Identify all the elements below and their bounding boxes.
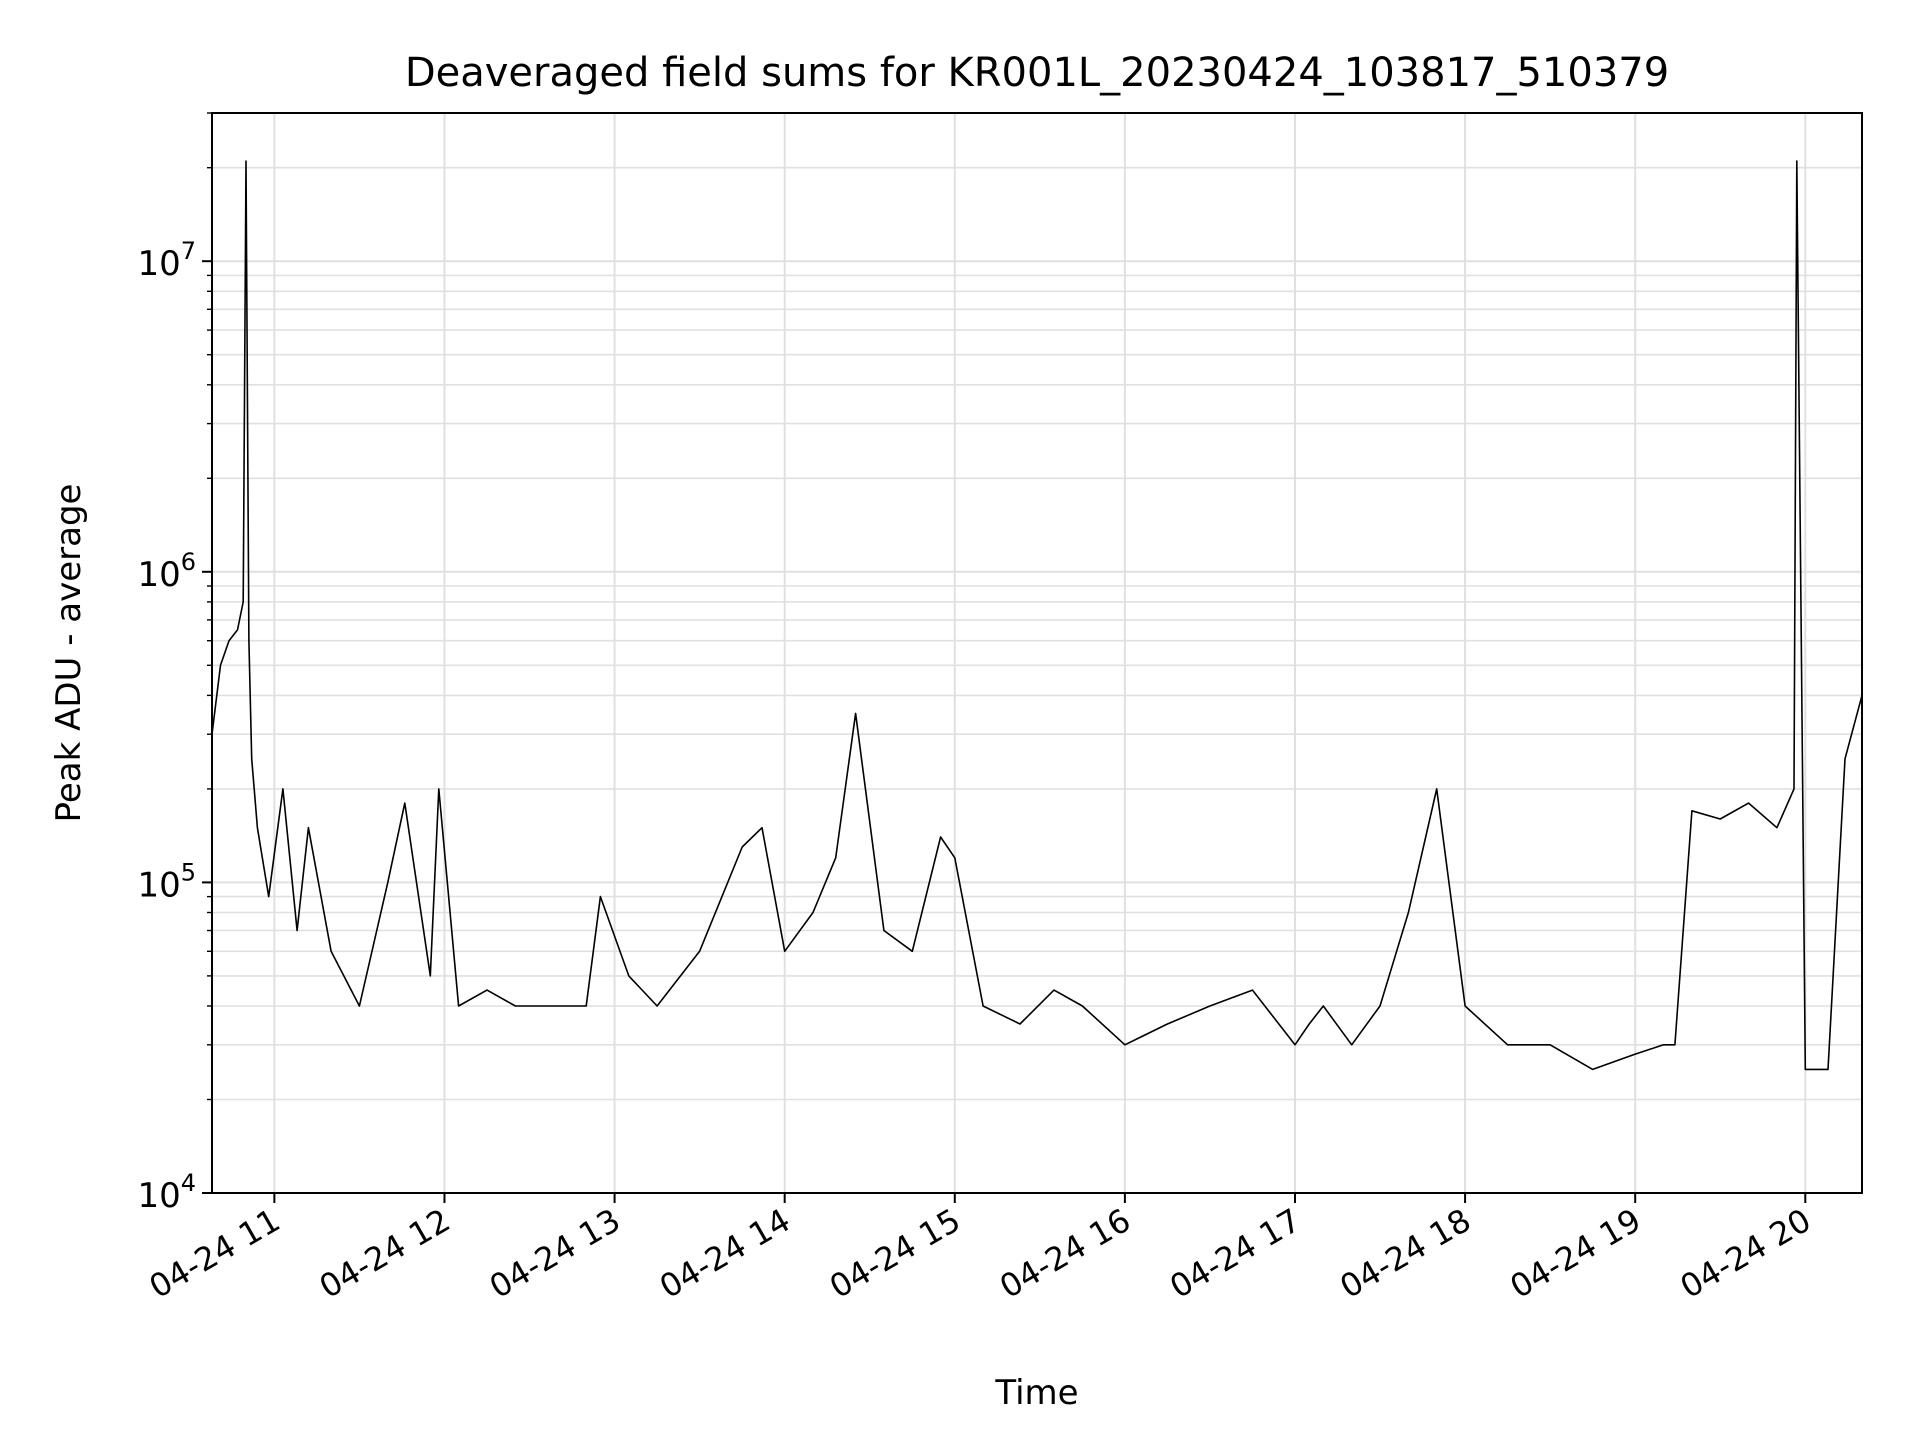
y-tick-label-exponent: 4 [181, 1169, 196, 1197]
y-tick-label-base: 10 [137, 865, 180, 905]
y-tick-label-base: 10 [137, 244, 180, 284]
series-line [211, 160, 1863, 1071]
grid-layer [212, 112, 1862, 1194]
y-tick-label-exponent: 7 [181, 237, 196, 265]
y-tick-label: 106 [137, 548, 196, 595]
x-axis-label: Time [994, 1373, 1078, 1413]
data-layer [211, 160, 1863, 1071]
y-tick-label-base: 10 [137, 1176, 180, 1216]
y-tick-label-base: 10 [137, 555, 180, 595]
y-tick-label-exponent: 6 [181, 548, 196, 576]
plot-area-frame [211, 112, 1863, 1194]
y-axis-label: Peak ADU - average [49, 484, 89, 823]
y-tick-label: 107 [137, 237, 196, 284]
y-tick-label: 104 [137, 1169, 196, 1216]
y-tick-label: 105 [137, 858, 196, 905]
y-tick-label-exponent: 5 [181, 858, 196, 886]
chart-title: Deaveraged field sums for KR001L_2023042… [405, 50, 1669, 96]
